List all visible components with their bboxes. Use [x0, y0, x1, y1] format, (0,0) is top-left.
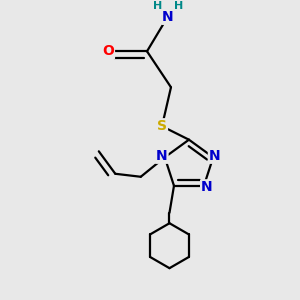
Text: N: N — [162, 10, 174, 24]
Text: S: S — [157, 119, 167, 133]
Text: N: N — [156, 149, 167, 163]
Text: N: N — [201, 180, 213, 194]
Text: O: O — [102, 44, 114, 58]
Text: H: H — [153, 2, 162, 11]
Text: N: N — [209, 149, 220, 163]
Text: H: H — [174, 2, 183, 11]
